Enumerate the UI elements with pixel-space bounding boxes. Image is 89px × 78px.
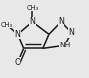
Text: CH₃: CH₃: [1, 22, 13, 28]
Text: N: N: [15, 30, 21, 39]
Text: N: N: [58, 17, 64, 26]
Text: N: N: [29, 17, 35, 26]
Text: N: N: [69, 28, 74, 37]
Text: O: O: [14, 58, 21, 67]
Text: CH₃: CH₃: [26, 5, 38, 11]
Text: NH: NH: [59, 42, 70, 48]
